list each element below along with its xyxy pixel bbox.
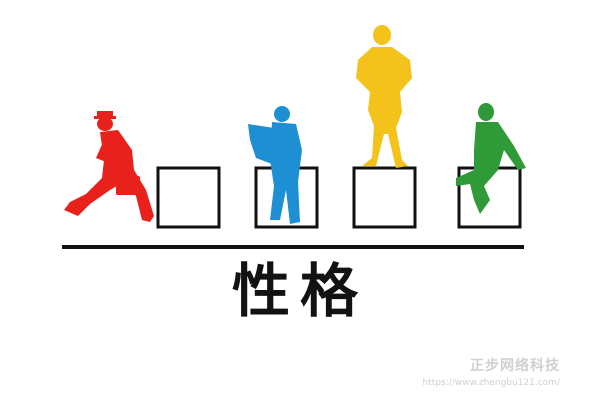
- red-walking-man: [64, 111, 154, 222]
- watermark-name: 正步网络科技: [423, 355, 560, 375]
- box-1: [158, 168, 219, 227]
- watermark-url: https://www.zhengbu121.com/: [423, 378, 560, 388]
- divider-line: [62, 245, 524, 249]
- box-3: [354, 168, 415, 227]
- yellow-standing-man: [356, 25, 412, 168]
- page-title: 性格: [0, 262, 600, 320]
- watermark: 正步网络科技 https://www.zhengbu121.com/: [423, 355, 560, 388]
